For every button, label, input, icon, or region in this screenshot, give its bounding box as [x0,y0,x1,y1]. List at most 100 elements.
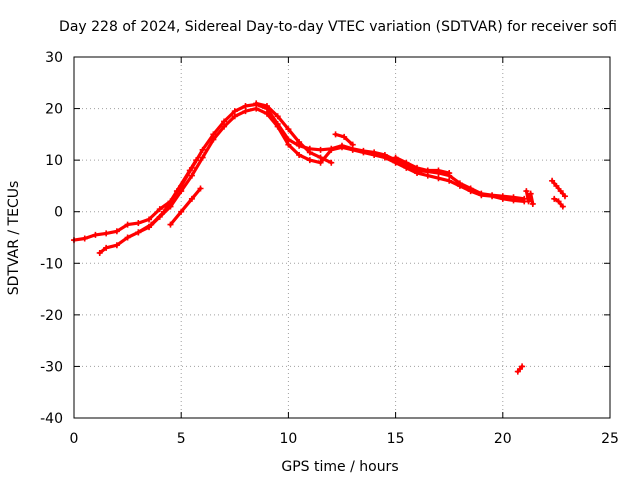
x-axis: 0 5 10 15 20 25 [70,57,619,447]
y-tick-label: -40 [40,411,63,427]
data-point [525,198,532,205]
data-point [274,113,281,120]
series-line [168,186,203,227]
data-point [197,185,204,192]
data-point [96,249,103,256]
data-point [328,146,335,153]
data-point [549,177,556,184]
data-point [92,231,99,238]
data-point [349,146,356,153]
series-branch-1 [135,157,200,236]
x-tick-label: 0 [70,431,79,447]
data-point [523,188,530,195]
data-point [263,102,270,109]
data-point [285,126,292,133]
data-point [221,123,228,130]
y-tick-label: 30 [45,50,63,66]
data-point [306,157,313,164]
y-axis: 30 20 10 0 -10 -20 -30 -40 [40,50,610,427]
series-outlier [514,363,526,375]
data-point [242,102,249,109]
data-point [392,159,399,166]
data-point [435,175,442,182]
data-point [103,244,110,251]
data-point [210,131,217,138]
grid-lines [74,57,610,418]
series-line [136,158,198,234]
data-point [553,182,560,189]
series-late-track [549,177,568,200]
data-point [435,167,442,174]
series-line [550,179,567,198]
data-point [103,230,110,237]
series-line [72,102,526,242]
y-tick-label: 10 [45,153,63,169]
series-cluster-21 [523,188,536,207]
data-point [253,105,260,112]
data-point [499,195,506,202]
data-point [414,164,421,171]
data-point [424,172,431,179]
data-point [371,151,378,158]
data-point [339,144,345,151]
data-point [446,177,453,184]
series-main-track-a [71,101,528,244]
data-point [296,151,303,158]
data-point [414,170,421,177]
series-branch-4 [332,131,356,148]
data-point [317,159,324,166]
data-point [263,110,270,117]
data-point [392,154,399,161]
data-point [135,220,142,227]
series-branch-5 [392,154,453,177]
x-tick-label: 15 [387,431,405,447]
data-point [561,193,568,200]
series-late-track-2 [551,195,566,210]
data-point [306,149,313,156]
data-point [178,208,185,215]
data-point [527,190,534,197]
data-point [113,228,120,235]
data-point [557,188,564,195]
y-tick-label: 20 [45,102,63,118]
data-point [403,159,410,166]
data-point [210,136,217,143]
data-point [317,146,324,153]
data-point [81,235,88,242]
data-point [231,108,238,115]
data-point [221,118,228,125]
data-point [188,195,195,202]
data-point [332,131,339,138]
data-point [199,146,206,153]
x-axis-label: GPS time / hours [281,459,398,475]
series-line [524,189,535,206]
data-point [193,157,200,164]
series-branch-3 [253,100,335,166]
data-point [161,208,168,215]
data-point [341,133,348,140]
data-point [529,200,536,207]
data-point [360,149,367,156]
data-point [148,221,155,228]
series-line [254,101,333,165]
x-tick-label: 5 [177,431,186,447]
data-point [446,170,453,177]
y-axis-label: SDTVAR / TECUs [6,181,22,296]
data-point [317,154,324,161]
data-point [296,139,303,146]
y-tick-label: 0 [54,205,63,221]
data-point [328,159,335,166]
data-point [186,167,193,174]
data-point [478,192,485,199]
x-tick-label: 20 [494,431,512,447]
series-branch-2 [167,185,204,228]
data-point [456,182,463,189]
data-point [124,221,131,228]
data-point [124,234,131,241]
x-tick-label: 10 [279,431,297,447]
data-point [424,167,431,174]
data-point [173,188,180,195]
data-point [199,154,206,161]
data-point [510,197,517,204]
